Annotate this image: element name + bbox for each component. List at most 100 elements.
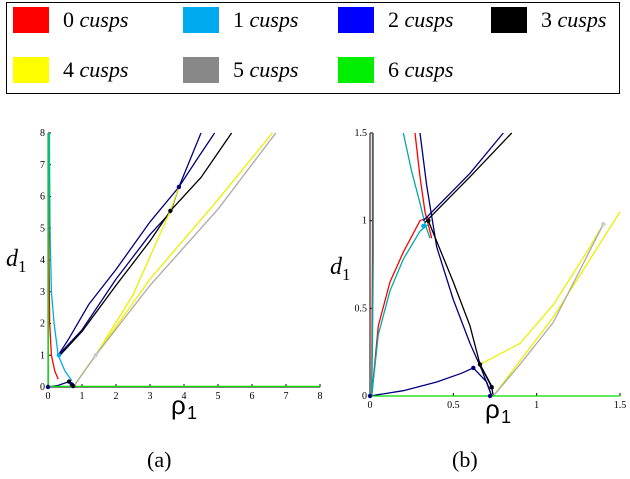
x-tick-label: 6 — [250, 391, 255, 402]
marker-point — [367, 393, 373, 399]
marker-point — [168, 208, 173, 213]
legend-label: 1 cusps — [233, 7, 298, 33]
marker-point — [421, 223, 426, 229]
marker-point — [45, 384, 51, 390]
series-line — [72, 132, 277, 388]
y-axis-label: d — [6, 246, 19, 272]
y-tick-label: 0 — [362, 391, 367, 402]
series-line — [369, 367, 493, 397]
legend-swatch — [183, 57, 219, 83]
x-tick-label: 0 — [368, 400, 373, 411]
legend-label: 6 cusps — [388, 57, 453, 83]
x-tick-label: 5 — [216, 391, 221, 402]
legend-word: cusps — [249, 7, 299, 32]
x-axis-label: ρ — [485, 394, 500, 424]
legend-swatch — [13, 57, 49, 83]
legend-number: 0 — [63, 7, 74, 32]
x-tick-label: 3 — [148, 391, 153, 402]
x-axis-label: ρ — [171, 390, 186, 420]
y-tick-label: 1 — [40, 350, 45, 361]
series-line — [492, 211, 621, 397]
legend-item-6: 6 cusps — [338, 55, 453, 85]
legend-swatch — [491, 7, 527, 33]
series-line — [422, 132, 504, 222]
legend-number: 3 — [541, 7, 552, 32]
legend-label: 0 cusps — [63, 7, 128, 33]
y-tick-label: 8 — [40, 128, 45, 139]
series-line — [59, 132, 233, 356]
series-line — [402, 132, 431, 239]
series-line — [57, 132, 216, 356]
y-tick-label: 3 — [40, 287, 45, 298]
series-line — [479, 223, 604, 365]
series-line — [48, 132, 59, 380]
caption-b: (b) — [452, 447, 478, 472]
caption-a: (a) — [147, 447, 172, 472]
y-tick-label: 1.5 — [355, 128, 368, 139]
legend: 0 cusps 1 cusps 2 cusps 3 cusps 4 cusps 5 cus… — [6, 2, 620, 94]
legend-swatch — [183, 7, 219, 33]
chart-b: 0 0.5 1 1.500.511.5ρ 1d 1 — [330, 128, 626, 427]
marker-point — [601, 221, 606, 227]
marker-point — [70, 383, 76, 389]
legend-item-0: 0 cusps — [13, 5, 128, 35]
x-tick-label: 7 — [284, 391, 289, 402]
x-axis-label-sub: 1 — [501, 407, 511, 427]
legend-number: 5 — [233, 57, 244, 82]
y-axis-label: d — [330, 254, 343, 280]
marker-point — [477, 362, 483, 367]
series-line — [371, 216, 429, 397]
legend-item-1: 1 cusps — [183, 5, 298, 35]
marker-point — [489, 385, 494, 390]
legend-word: cusps — [404, 57, 454, 82]
legend-label: 3 cusps — [541, 7, 606, 33]
series-line — [492, 223, 604, 397]
marker-point — [471, 365, 476, 371]
x-axis-label-sub: 1 — [187, 403, 197, 423]
x-tick-label: 4 — [182, 391, 187, 402]
series-line — [419, 132, 493, 397]
legend-word: cusps — [79, 57, 129, 82]
x-tick-label: 8 — [318, 391, 323, 402]
legend-label: 4 cusps — [63, 57, 128, 83]
series-line — [424, 132, 513, 223]
y-tick-label: 7 — [40, 160, 45, 171]
x-tick-label: 1 — [534, 400, 539, 411]
y-tick-label: 4 — [40, 255, 45, 266]
legend-swatch — [338, 57, 374, 83]
legend-item-3: 3 cusps — [491, 5, 606, 35]
x-tick-label: 1 — [80, 391, 85, 402]
x-tick-label: 0 — [46, 391, 51, 402]
y-tick-label: 2 — [40, 319, 45, 330]
legend-label: 2 cusps — [388, 7, 453, 33]
legend-word: cusps — [557, 7, 607, 32]
y-axis-label-sub: 1 — [342, 265, 351, 284]
x-tick-label: 0.5 — [447, 400, 460, 411]
y-axis-label-sub: 1 — [18, 257, 27, 276]
marker-point — [66, 379, 72, 384]
marker-point — [93, 353, 98, 358]
legend-word: cusps — [79, 7, 129, 32]
y-tick-label: 0 — [40, 382, 45, 393]
marker-point — [56, 353, 62, 358]
y-tick-label: 0.5 — [355, 303, 368, 314]
legend-number: 2 — [388, 7, 399, 32]
series-line — [414, 132, 433, 239]
legend-label: 5 cusps — [233, 57, 298, 83]
legend-word: cusps — [249, 57, 299, 82]
legend-word: cusps — [404, 7, 454, 32]
x-tick-label: 2 — [114, 391, 119, 402]
legend-item-5: 5 cusps — [183, 55, 298, 85]
series-line — [371, 223, 429, 397]
y-tick-label: 1 — [362, 216, 367, 227]
y-tick-label: 5 — [40, 223, 45, 234]
x-tick-label: 1.5 — [614, 400, 627, 411]
marker-point — [176, 184, 182, 190]
legend-item-4: 4 cusps — [13, 55, 128, 85]
legend-number: 6 — [388, 57, 399, 82]
series-line — [48, 132, 73, 381]
legend-swatch — [338, 7, 374, 33]
series-line — [371, 133, 374, 397]
